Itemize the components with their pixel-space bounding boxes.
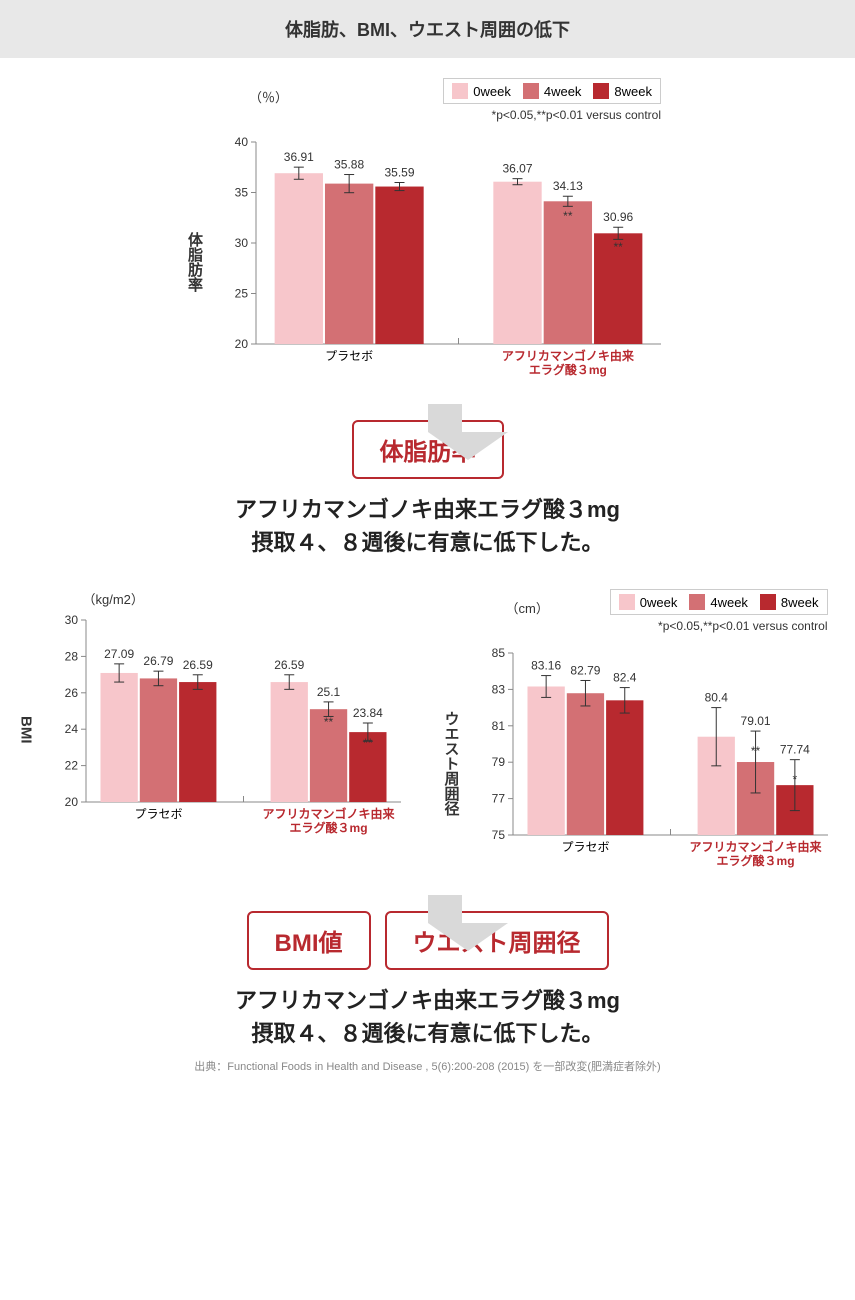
svg-text:79.01: 79.01	[740, 714, 770, 728]
svg-text:36.91: 36.91	[284, 150, 314, 164]
svg-text:エラグ酸３mg: エラグ酸３mg	[289, 820, 367, 835]
bar	[527, 686, 564, 835]
svg-text:26: 26	[64, 686, 78, 700]
svg-text:85: 85	[491, 646, 505, 660]
svg-text:25: 25	[235, 287, 249, 301]
svg-text:82.79: 82.79	[570, 663, 600, 677]
svg-text:**: **	[614, 240, 624, 254]
svg-text:23.84: 23.84	[352, 706, 382, 720]
conclusion-1: アフリカマンゴノキ由来エラグ酸３mg 摂取４、８週後に有意に低下した。	[40, 493, 815, 559]
bar	[375, 187, 423, 344]
badge-bmi: BMI値	[247, 911, 371, 970]
legend-item: 4week	[523, 83, 582, 99]
conclusion-2: アフリカマンゴノキ由来エラグ酸３mg 摂取４、８週後に有意に低下した。	[40, 984, 815, 1050]
svg-text:27.09: 27.09	[104, 647, 134, 661]
y-axis-title: ウエスト周囲径	[441, 711, 462, 816]
svg-text:40: 40	[235, 135, 249, 149]
svg-text:20: 20	[235, 337, 249, 351]
bar	[275, 173, 323, 344]
citation: 出典：Functional Foods in Health and Diseas…	[40, 1058, 815, 1074]
chart-svg: 20 25 30 35 40 36.91 35.88 35.59 36.07 34.13 ** 30.…	[211, 132, 671, 392]
svg-text:22: 22	[64, 759, 78, 773]
svg-text:80.4: 80.4	[704, 691, 728, 705]
legend-item: 0week	[452, 83, 511, 99]
y-axis-title: BMI	[18, 716, 35, 744]
page-title: 体脂肪、BMI、ウエスト周囲の低下	[0, 0, 855, 58]
y-axis-title: 体脂肪率	[184, 232, 205, 292]
svg-text:77.74: 77.74	[779, 743, 809, 757]
svg-text:エラグ酸３mg: エラグ酸３mg	[716, 853, 794, 868]
bar	[270, 682, 307, 802]
svg-text:79: 79	[491, 755, 505, 769]
svg-text:35: 35	[235, 186, 249, 200]
svg-text:77: 77	[491, 792, 505, 806]
svg-text:30.96: 30.96	[603, 210, 633, 224]
svg-text:30: 30	[235, 236, 249, 250]
svg-text:26.59: 26.59	[274, 658, 304, 672]
bar	[325, 184, 373, 344]
chart-legend: 0week 4week 8week	[443, 78, 661, 104]
bar	[100, 673, 137, 802]
svg-text:*: *	[792, 773, 797, 787]
svg-text:83: 83	[491, 682, 505, 696]
svg-text:35.88: 35.88	[334, 158, 364, 172]
svg-text:プラセボ: プラセボ	[325, 349, 373, 363]
svg-text:エラグ酸３mg: エラグ酸３mg	[529, 362, 607, 377]
svg-text:アフリカマンゴノキ由来: アフリカマンゴノキ由来	[689, 839, 822, 854]
svg-text:アフリカマンゴノキ由来: アフリカマンゴノキ由来	[502, 348, 635, 363]
svg-text:プラセボ: プラセボ	[561, 840, 609, 854]
svg-text:**: **	[323, 715, 333, 729]
svg-text:プラセボ: プラセボ	[134, 807, 182, 821]
legend-item: 4week	[689, 594, 748, 610]
legend-item: 8week	[760, 594, 819, 610]
chart-bmi: （kg/m2） BMI 20 22 24 26 28 30 27.09 26.79 26.59 26.…	[18, 589, 411, 883]
svg-text:アフリカマンゴノキ由来: アフリカマンゴノキ由来	[262, 806, 395, 821]
chart-body-fat: （％） 0week 4week 8week *p<0.05,**p<0.01 versu…	[184, 78, 671, 392]
unit-label: （cm）	[506, 598, 549, 617]
svg-text:34.13: 34.13	[553, 179, 583, 193]
legend-item: 0week	[619, 594, 678, 610]
svg-text:28: 28	[64, 649, 78, 663]
svg-text:**: **	[363, 736, 373, 750]
bar	[493, 182, 541, 344]
bar	[139, 678, 176, 802]
unit-label: （％）	[249, 87, 288, 106]
legend-item: 8week	[593, 83, 652, 99]
bar	[566, 693, 603, 835]
bar	[606, 700, 643, 835]
chart-waist: （cm） 0week 4week 8week *p<0.05,**p<0.01 vers…	[441, 589, 838, 883]
svg-text:26.59: 26.59	[182, 658, 212, 672]
chart-legend: 0week 4week 8week	[610, 589, 828, 615]
svg-text:26.79: 26.79	[143, 654, 173, 668]
svg-text:75: 75	[491, 828, 505, 842]
svg-text:35.59: 35.59	[384, 166, 414, 180]
svg-text:20: 20	[64, 795, 78, 809]
svg-text:24: 24	[64, 722, 78, 736]
chart-svg: 75 77 79 81 83 85 83.16 82.79 82.4 80.4 79.01 ** 77.…	[468, 643, 838, 883]
svg-text:82.4: 82.4	[613, 671, 637, 685]
svg-text:81: 81	[491, 719, 505, 733]
svg-text:25.1: 25.1	[316, 685, 340, 699]
svg-text:36.07: 36.07	[502, 162, 532, 176]
unit-label: （kg/m2）	[83, 589, 144, 608]
significance-note: *p<0.05,**p<0.01 versus control	[249, 108, 661, 122]
svg-text:30: 30	[64, 613, 78, 627]
bar	[179, 682, 216, 802]
chart-svg: 20 22 24 26 28 30 27.09 26.79 26.59 26.59 25.1 ** 23…	[41, 610, 411, 850]
svg-text:83.16: 83.16	[531, 659, 561, 673]
significance-note: *p<0.05,**p<0.01 versus control	[506, 619, 828, 633]
svg-text:**: **	[750, 744, 760, 758]
svg-text:**: **	[563, 209, 573, 223]
